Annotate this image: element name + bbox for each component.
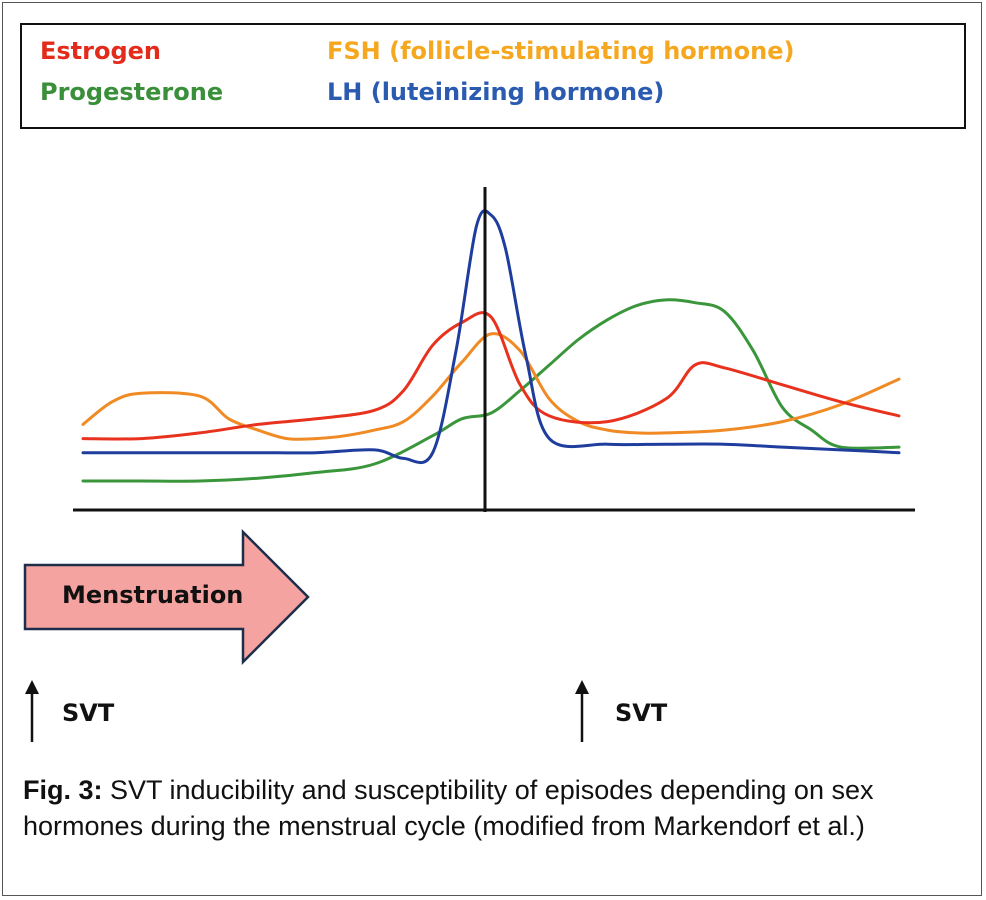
legend-estrogen: Estrogen xyxy=(40,37,162,65)
svt-label-2: SVT xyxy=(615,699,668,727)
series-layer xyxy=(81,209,901,483)
svt-arrow-1-head xyxy=(25,680,39,694)
menstruation-label: Menstruation xyxy=(62,581,244,609)
caption-lead: Fig. 3: xyxy=(23,775,103,805)
series-line-fsh xyxy=(81,332,901,441)
series-line-lh xyxy=(81,209,901,465)
menstruation-arrow xyxy=(23,528,310,666)
legend-fsh: FSH (follicle-stimulating hormone) xyxy=(327,37,795,65)
legend-progesterone: Progesterone xyxy=(40,78,224,106)
legend-lh: LH (luteinizing hormone) xyxy=(327,78,665,106)
legend-box: Estrogen Progesterone FSH (follicle-stim… xyxy=(20,23,966,129)
caption-text: SVT inducibility and susceptibility of e… xyxy=(23,775,874,841)
svt-arrow-2-head xyxy=(575,680,589,694)
figure-caption: Fig. 3: SVT inducibility and susceptibil… xyxy=(23,772,973,844)
svt-label-1: SVT xyxy=(62,699,115,727)
series-line-estrogen xyxy=(81,311,901,441)
